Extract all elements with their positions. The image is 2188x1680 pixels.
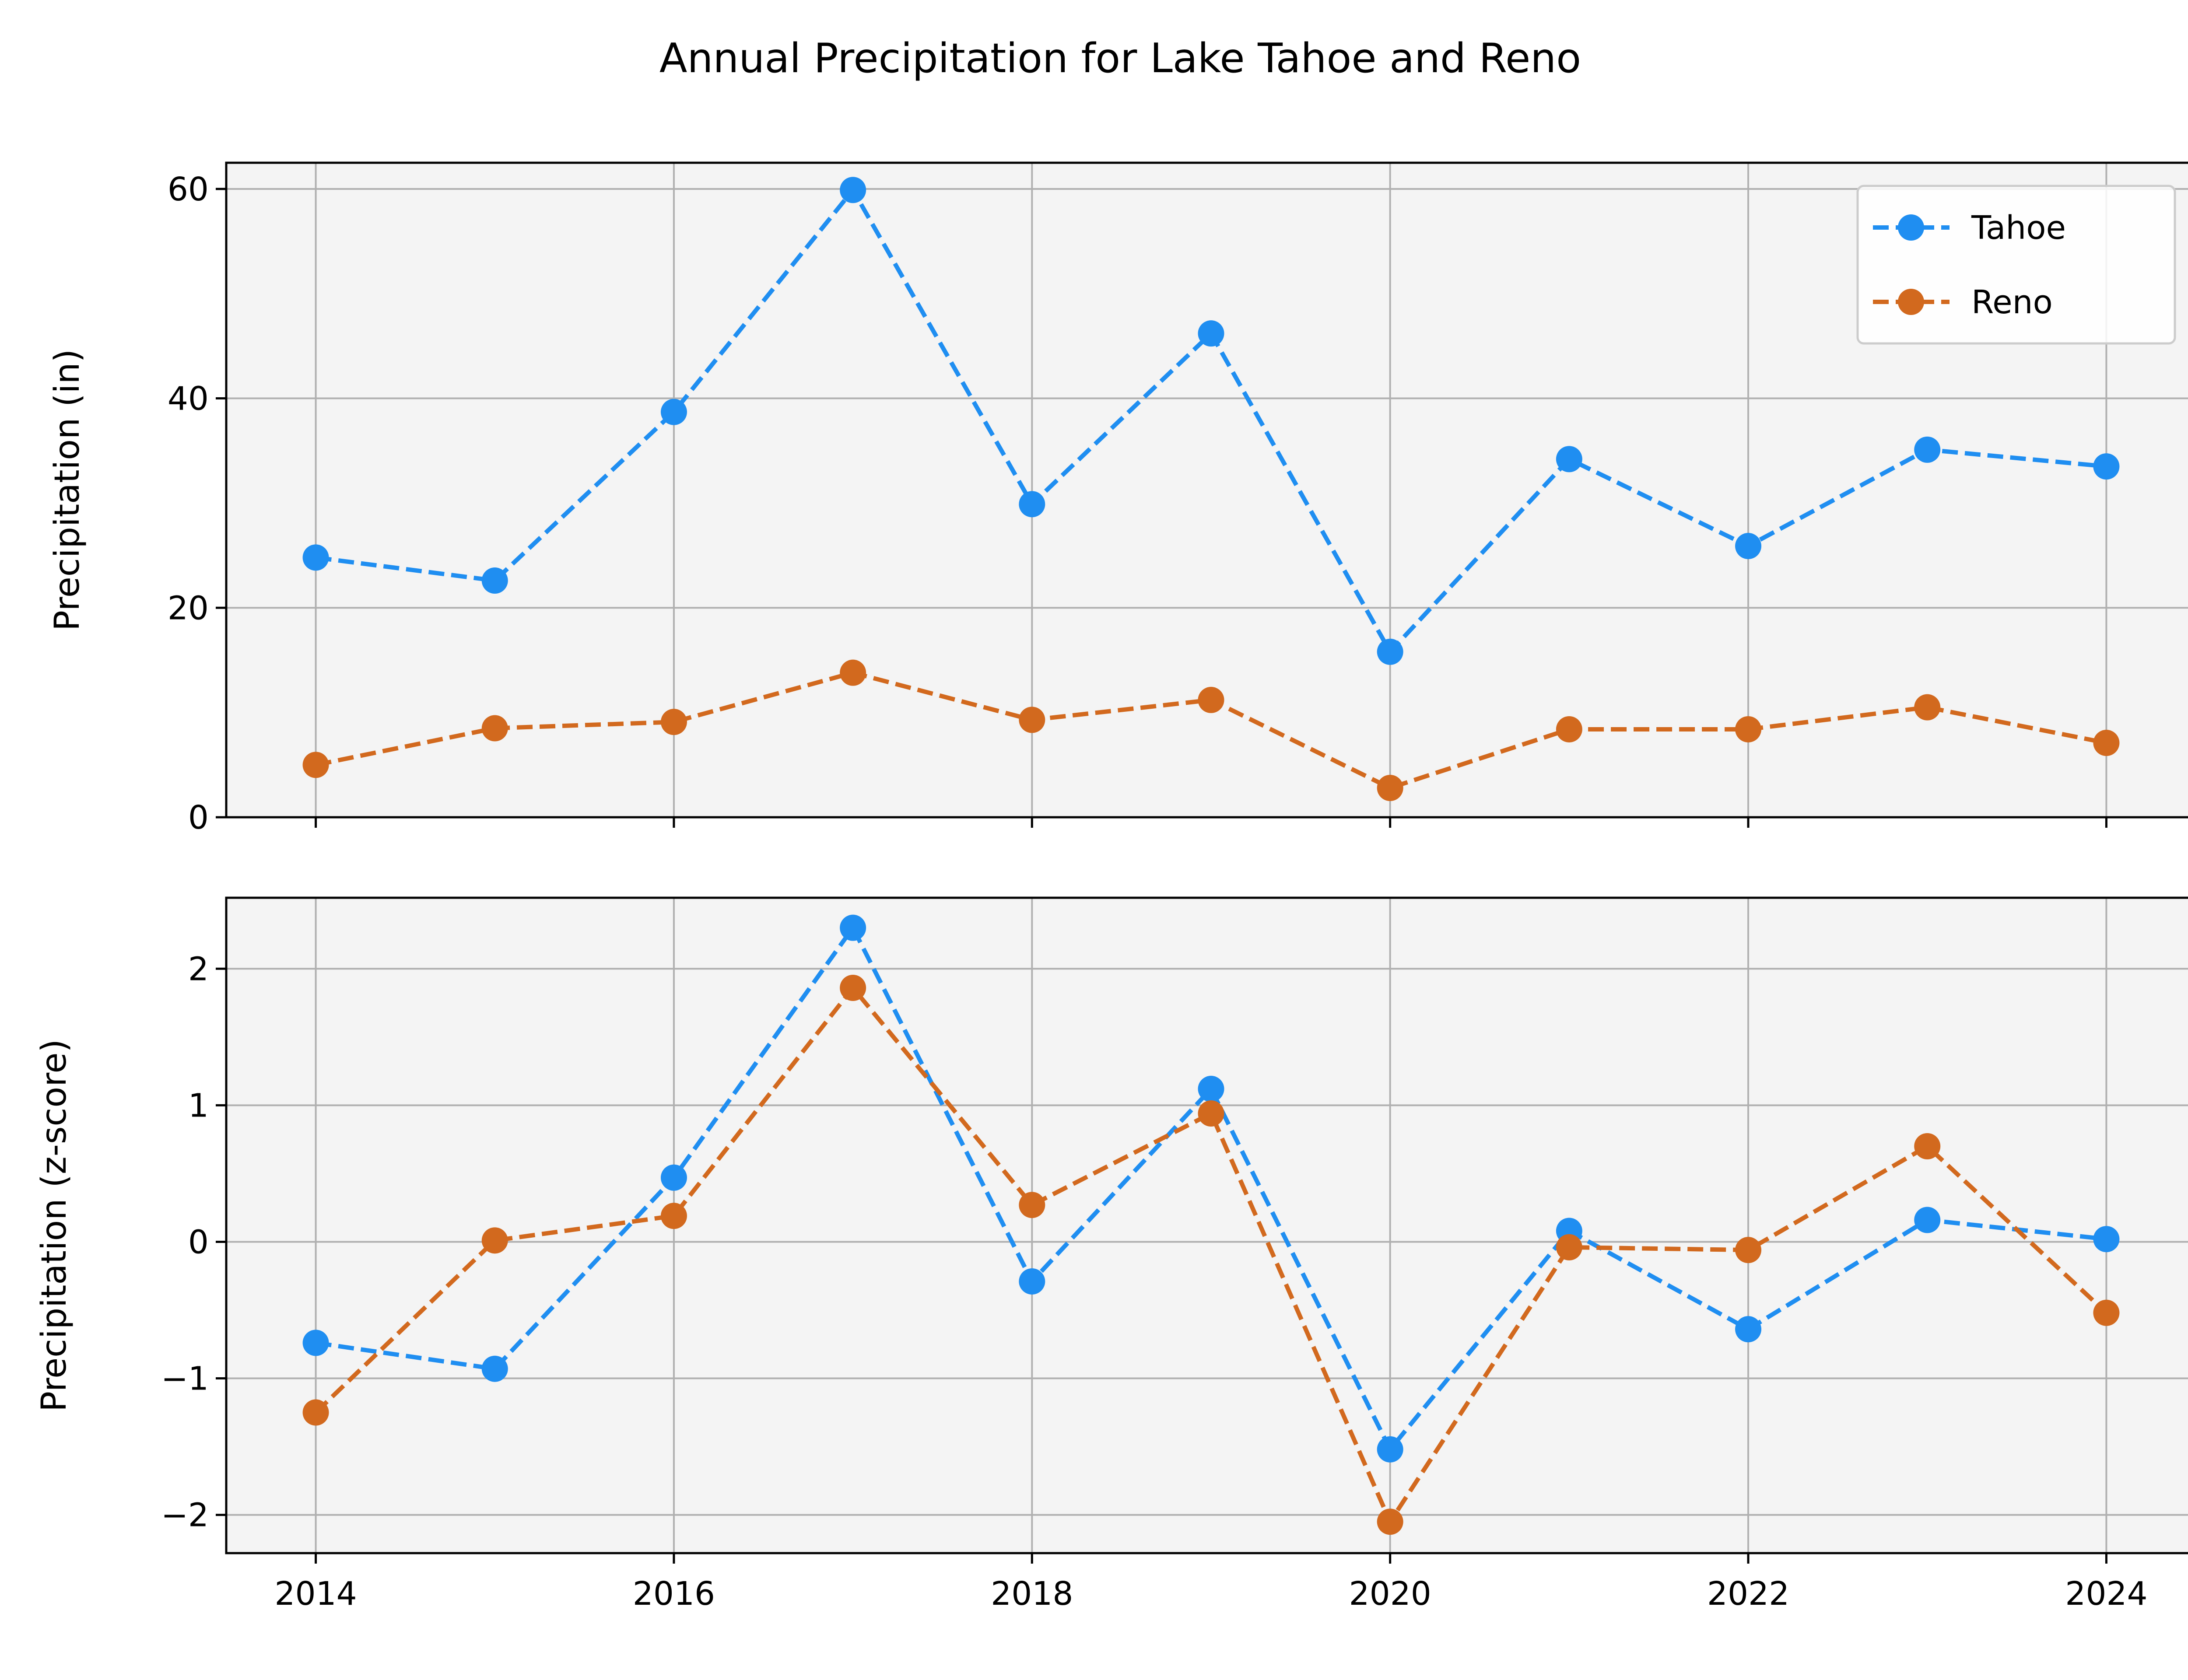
- data-point: [660, 399, 687, 425]
- top-panel: 0 20 40 60 Precipitation (in) Tahoe Reno: [48, 161, 2188, 836]
- series-line-1: [314, 985, 2108, 1524]
- y-tick-label: 20: [168, 589, 209, 627]
- data-point: [302, 544, 329, 571]
- legend-marker: [1898, 214, 1924, 241]
- y-tick-label: 1: [188, 1087, 209, 1124]
- data-point: [660, 1164, 687, 1191]
- x-tick-label: 2016: [633, 1575, 715, 1613]
- legend-box: [1856, 185, 2176, 345]
- legend-marker: [1898, 289, 1924, 315]
- plot-background: [226, 898, 2188, 1553]
- data-point: [1556, 1234, 1582, 1260]
- data-point: [1019, 1268, 1045, 1295]
- x-tick-label: 2024: [2065, 1575, 2147, 1613]
- data-point: [2093, 453, 2120, 480]
- legend: Tahoe Reno: [1856, 185, 2176, 345]
- data-point: [1377, 1436, 1403, 1463]
- data-point: [1914, 1207, 1941, 1233]
- y-tick-label: 60: [168, 171, 209, 208]
- axes-frame: [225, 161, 2188, 819]
- y-axis-label: Precipitation (in): [48, 349, 87, 631]
- data-point: [2093, 1299, 2120, 1326]
- data-point: [660, 709, 687, 735]
- data-point: [1556, 716, 1582, 742]
- data-point: [1019, 491, 1045, 518]
- data-point: [1914, 694, 1941, 721]
- data-point: [1735, 1237, 1762, 1264]
- y-tick-label: 0: [188, 799, 209, 836]
- legend-label-reno: Reno: [1971, 284, 2053, 321]
- data-point: [1377, 638, 1403, 665]
- data-point: [1556, 446, 1582, 472]
- axes-frame: [225, 896, 2188, 1554]
- data-point: [481, 715, 508, 742]
- data-point: [1198, 686, 1224, 713]
- data-point: [1735, 1316, 1762, 1343]
- data-point: [1198, 320, 1224, 347]
- series-line-0: [315, 925, 2107, 1452]
- data-point: [481, 1227, 508, 1254]
- x-tick-label: 2014: [274, 1575, 357, 1613]
- data-point: [302, 752, 329, 778]
- x-tick-label: 2018: [991, 1575, 1073, 1613]
- data-point: [302, 1330, 329, 1356]
- data-point: [1735, 533, 1762, 560]
- data-point: [481, 567, 508, 594]
- data-point: [1377, 774, 1403, 801]
- data-point: [481, 1355, 508, 1382]
- figure-title: Annual Precipitation for Lake Tahoe and …: [659, 35, 1581, 82]
- data-point: [840, 974, 866, 1001]
- data-point: [1377, 1508, 1403, 1535]
- y-tick-label: 0: [188, 1223, 209, 1261]
- data-point: [1019, 707, 1045, 733]
- data-point: [660, 1203, 687, 1229]
- data-point: [2093, 1226, 2120, 1253]
- data-point: [1198, 1100, 1224, 1127]
- y-tick-label: −1: [161, 1360, 209, 1398]
- y-tick-label: 40: [168, 380, 209, 418]
- y-tick-label: −2: [161, 1497, 209, 1534]
- bottom-panel: −2 −1 0 1 2 2014 2016 2018 2020 2022 2024 Precipita…: [35, 896, 2188, 1613]
- y-axis-label: Precipitation (z-score): [35, 1039, 74, 1412]
- data-point: [2093, 730, 2120, 756]
- x-tick-label: 2020: [1349, 1575, 1431, 1613]
- y-tick-label: 2: [188, 950, 209, 988]
- data-point: [302, 1399, 329, 1426]
- x-tick-label: 2022: [1707, 1575, 1789, 1613]
- data-point: [1198, 1075, 1224, 1102]
- data-point: [1019, 1192, 1045, 1218]
- data-point: [840, 659, 866, 686]
- data-point: [840, 914, 866, 941]
- data-point: [1914, 436, 1941, 463]
- data-point: [840, 177, 866, 203]
- data-point: [1735, 716, 1762, 742]
- data-point: [1914, 1133, 1941, 1159]
- legend-label-tahoe: Tahoe: [1971, 209, 2066, 247]
